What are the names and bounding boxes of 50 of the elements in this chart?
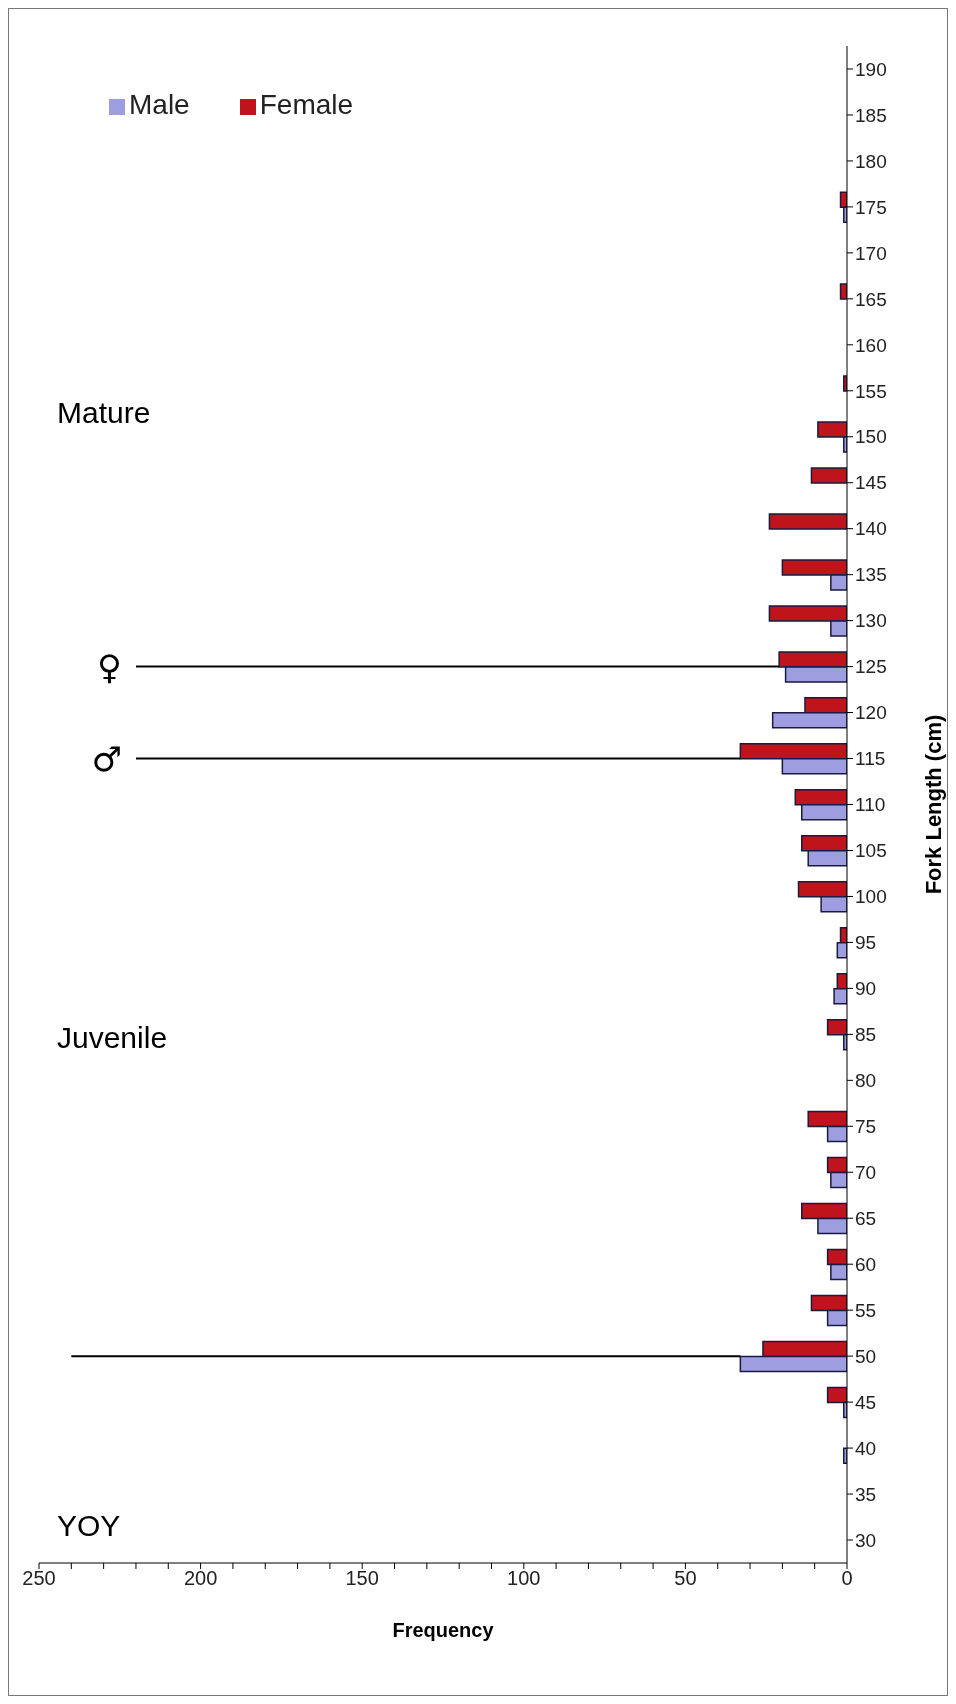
y-tick-label: 185 <box>855 104 887 126</box>
y-tick-label: 65 <box>855 1207 877 1229</box>
legend-label: Male <box>129 89 190 120</box>
y-tick-label: 120 <box>855 702 887 724</box>
x-tick-label: 200 <box>183 1567 218 1590</box>
annotation: Mature <box>57 396 151 430</box>
y-tick-label: 45 <box>855 1391 877 1413</box>
y-tick-label: 180 <box>855 150 887 172</box>
y-tick-label: 130 <box>855 610 887 632</box>
y-tick-label: 80 <box>855 1070 877 1092</box>
x-tick-label: 50 <box>674 1567 697 1590</box>
y-tick-label: 165 <box>855 288 887 310</box>
y-tick-label: 170 <box>855 242 887 264</box>
y-tick-label: 100 <box>855 886 887 908</box>
ref-line-label: ♂ <box>91 738 122 779</box>
y-tick-label: 160 <box>855 334 887 356</box>
y-tick-label: 90 <box>855 978 877 1000</box>
y-tick-label: 95 <box>855 932 877 954</box>
y-tick-label: 140 <box>855 518 887 540</box>
ref-line-label: ♀ <box>97 646 122 687</box>
y-tick-label: 60 <box>855 1253 877 1275</box>
x-tick-label: 0 <box>841 1567 853 1590</box>
y-tick-label: 30 <box>855 1529 877 1551</box>
y-tick-label: 115 <box>855 748 886 770</box>
bar <box>768 513 847 530</box>
y-tick-label: 145 <box>855 472 887 494</box>
x-axis-title: Frequency <box>392 1619 495 1641</box>
y-tick-label: 150 <box>855 426 887 448</box>
y-tick-label: 175 <box>855 196 887 218</box>
y-tick-label: 125 <box>855 656 887 678</box>
x-tick-label: 150 <box>345 1567 379 1590</box>
y-tick-label: 85 <box>855 1024 877 1046</box>
y-tick-label: 190 <box>855 58 887 80</box>
y-tick-label: 135 <box>855 564 887 586</box>
y-tick-label: 40 <box>855 1437 877 1459</box>
y-tick-label: 50 <box>855 1345 877 1367</box>
annotation: Juvenile <box>57 1021 168 1055</box>
y-tick-label: 70 <box>855 1162 877 1183</box>
legend-label: Female <box>259 89 354 120</box>
x-tick-label: 100 <box>507 1567 541 1590</box>
annotation: YOY <box>57 1509 121 1543</box>
y-tick-label: 35 <box>855 1483 877 1505</box>
y-tick-label: 75 <box>855 1116 877 1138</box>
x-tick-label: 250 <box>22 1567 56 1590</box>
y-tick-label: 110 <box>855 794 886 816</box>
y-tick-label: 155 <box>855 380 887 402</box>
y-axis-title: Fork Length (cm) <box>920 714 946 895</box>
y-tick-label: 105 <box>855 840 887 862</box>
bar <box>810 467 847 484</box>
y-tick-label: 55 <box>855 1299 877 1321</box>
